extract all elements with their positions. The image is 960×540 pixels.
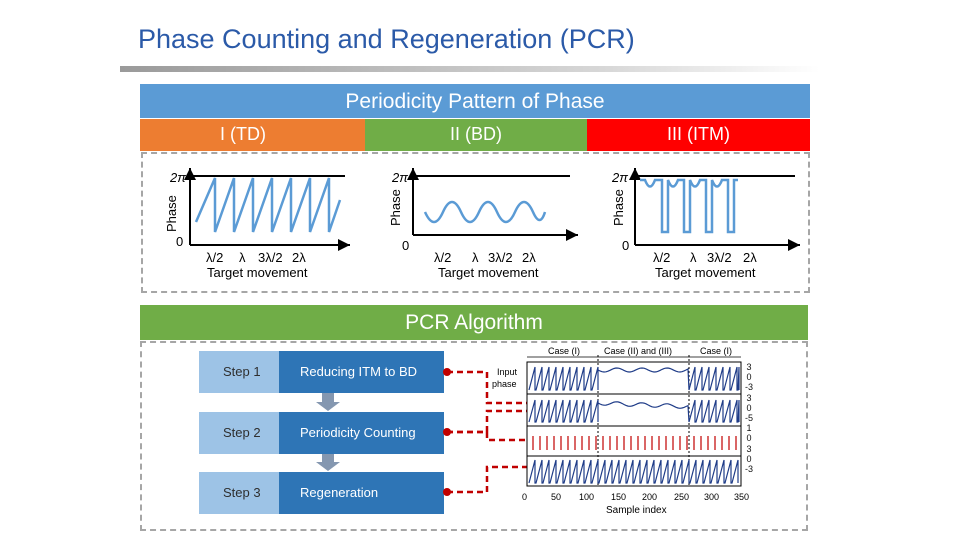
pcr-header: PCR Algorithm bbox=[140, 305, 808, 340]
itm-x-tick: λ bbox=[690, 250, 697, 265]
trace-bd bbox=[528, 399, 740, 423]
td-sawtooth bbox=[194, 177, 342, 233]
td-x-tick: λ bbox=[239, 250, 246, 265]
side-label: 1 bbox=[746, 423, 752, 434]
itm-x-tick: λ/2 bbox=[653, 250, 670, 265]
x-tick: 350 bbox=[734, 492, 749, 502]
step-connectors bbox=[447, 370, 527, 494]
step-3-label: Step 3 bbox=[199, 472, 279, 514]
side-label: 3 bbox=[746, 443, 752, 454]
x-tick: 0 bbox=[522, 492, 527, 502]
connector-dots bbox=[443, 368, 451, 496]
step-arrow-down-icon bbox=[316, 393, 340, 411]
step-2-label: Step 2 bbox=[199, 412, 279, 454]
chart-traces bbox=[528, 366, 740, 484]
x-tick: 300 bbox=[704, 492, 719, 502]
x-tick: 100 bbox=[579, 492, 594, 502]
x-tick: 150 bbox=[611, 492, 626, 502]
step-1-label: Step 1 bbox=[199, 351, 279, 393]
case-label-1: Case (I) bbox=[548, 346, 580, 356]
itm-y-zero-tick: 0 bbox=[622, 238, 629, 253]
side-label: -3 bbox=[744, 382, 753, 393]
bd-x-tick: λ/2 bbox=[434, 250, 451, 265]
side-label: 0 bbox=[746, 372, 752, 383]
pcr-panel-border bbox=[140, 341, 808, 531]
trace-input-phase bbox=[528, 366, 740, 391]
x-tick: 50 bbox=[551, 492, 561, 502]
itm-x-tick: 2λ bbox=[743, 250, 757, 265]
bd-x-tick: 3λ/2 bbox=[488, 250, 513, 265]
case-bd-label: II (BD) bbox=[365, 119, 587, 151]
case-itm-label: III (ITM) bbox=[587, 119, 810, 151]
step-2-desc: Periodicity Counting bbox=[279, 412, 444, 454]
pcr-chart: Case (I) Case (II) and (III) Case (I) In… bbox=[316, 346, 749, 516]
phase-pattern-plots: 2π 0 λ/2 λ 3λ/2 2λ Phase Target movement… bbox=[164, 168, 800, 280]
case-label-2: Case (II) and (III) bbox=[604, 346, 672, 356]
side-label: 0 bbox=[746, 433, 752, 444]
case-td-label: I (TD) bbox=[140, 119, 365, 151]
chart-ylabel-line2: phase bbox=[492, 379, 517, 389]
side-label: 3 bbox=[746, 362, 752, 372]
side-label: 3 bbox=[746, 392, 752, 403]
side-label: 0 bbox=[746, 453, 752, 464]
bd-y-top-tick: 2π bbox=[391, 170, 408, 185]
bd-x-tick: λ bbox=[472, 250, 479, 265]
td-y-top-tick: 2π bbox=[169, 170, 186, 185]
itm-wave bbox=[640, 178, 738, 234]
chart-side-labels: 3 0 -3 3 0 -5 1 0 3 0 -3 bbox=[742, 362, 756, 474]
chart-ylabel-line1: Input bbox=[497, 367, 518, 377]
td-x-tick: 2λ bbox=[292, 250, 306, 265]
x-tick: 250 bbox=[674, 492, 689, 502]
page-title: Phase Counting and Regeneration (PCR) bbox=[138, 24, 635, 54]
periodicity-header: Periodicity Pattern of Phase bbox=[140, 84, 810, 118]
step-1-desc: Reducing ITM to BD bbox=[279, 351, 444, 393]
side-label: -3 bbox=[744, 464, 753, 475]
plot-itm: 2π 0 λ/2 λ 3λ/2 2λ Phase Target movement bbox=[611, 168, 800, 280]
title-underline bbox=[120, 66, 820, 72]
chart-xlabel: Sample index bbox=[606, 505, 667, 516]
td-x-tick: λ/2 bbox=[206, 250, 223, 265]
side-label: -5 bbox=[744, 413, 753, 424]
td-xlabel: Target movement bbox=[207, 265, 308, 280]
td-y-zero-tick: 0 bbox=[176, 234, 183, 249]
td-x-tick: 3λ/2 bbox=[258, 250, 283, 265]
itm-y-top-tick: 2π bbox=[611, 170, 628, 185]
bd-wave bbox=[423, 200, 547, 224]
periodicity-panel-border bbox=[141, 152, 810, 293]
trace-count-pulses bbox=[532, 436, 737, 450]
bd-xlabel: Target movement bbox=[438, 265, 539, 280]
bd-x-tick: 2λ bbox=[522, 250, 536, 265]
trace-regenerated bbox=[528, 459, 739, 484]
bd-ylabel: Phase bbox=[388, 189, 403, 226]
itm-ylabel: Phase bbox=[611, 189, 626, 226]
bd-y-zero-tick: 0 bbox=[402, 238, 409, 253]
side-label: 0 bbox=[746, 402, 752, 413]
plot-td: 2π 0 λ/2 λ 3λ/2 2λ Phase Target movement bbox=[164, 168, 350, 280]
step-arrow-down-icon bbox=[316, 454, 340, 471]
chart-x-ticks: 0 50 100 150 200 250 300 350 bbox=[522, 492, 749, 502]
case-label-3: Case (I) bbox=[700, 346, 732, 356]
itm-xlabel: Target movement bbox=[655, 265, 756, 280]
td-ylabel: Phase bbox=[164, 195, 179, 232]
plot-bd: 2π 0 λ/2 λ 3λ/2 2λ Phase Target movement bbox=[388, 168, 578, 280]
step-3-desc: Regeneration bbox=[279, 472, 444, 514]
itm-x-tick: 3λ/2 bbox=[707, 250, 732, 265]
x-tick: 200 bbox=[642, 492, 657, 502]
